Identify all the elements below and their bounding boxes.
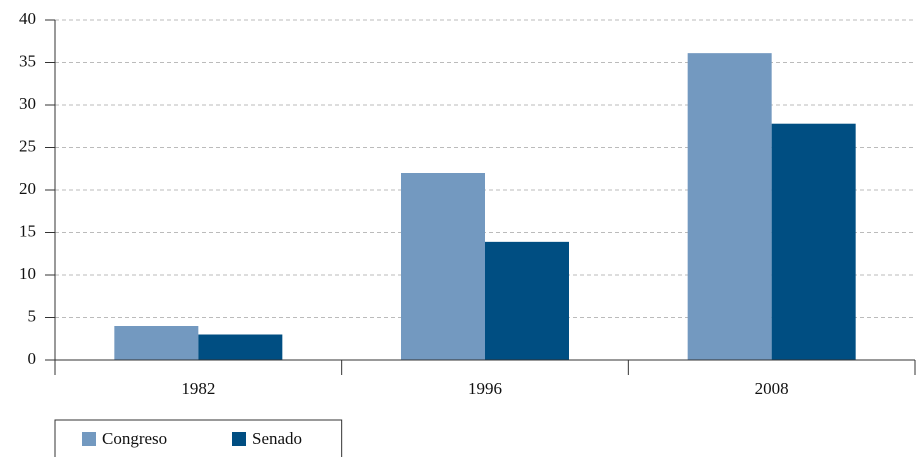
legend-box bbox=[54, 419, 343, 457]
y-tick-label: 30 bbox=[19, 94, 36, 113]
legend-label: Senado bbox=[252, 429, 302, 448]
y-tick-label: 5 bbox=[28, 306, 37, 325]
bar bbox=[771, 123, 856, 360]
legend-label: Congreso bbox=[102, 429, 167, 448]
bar bbox=[198, 334, 283, 360]
bar bbox=[401, 173, 485, 360]
y-tick-label: 20 bbox=[19, 179, 36, 198]
bar bbox=[687, 53, 772, 361]
y-tick-label: 10 bbox=[19, 264, 36, 283]
y-tick-label: 15 bbox=[19, 221, 36, 240]
y-tick-label: 35 bbox=[19, 51, 36, 70]
y-tick-label: 25 bbox=[19, 136, 36, 155]
y-tick-label: 0 bbox=[28, 349, 37, 368]
legend-swatch bbox=[82, 432, 96, 446]
bar bbox=[114, 326, 199, 360]
x-tick-label: 1982 bbox=[181, 379, 215, 398]
x-tick-label: 2008 bbox=[755, 379, 789, 398]
x-tick-label: 1996 bbox=[468, 379, 502, 398]
bar bbox=[485, 241, 569, 360]
y-tick-label: 40 bbox=[19, 9, 36, 28]
legend-swatch bbox=[232, 432, 246, 446]
